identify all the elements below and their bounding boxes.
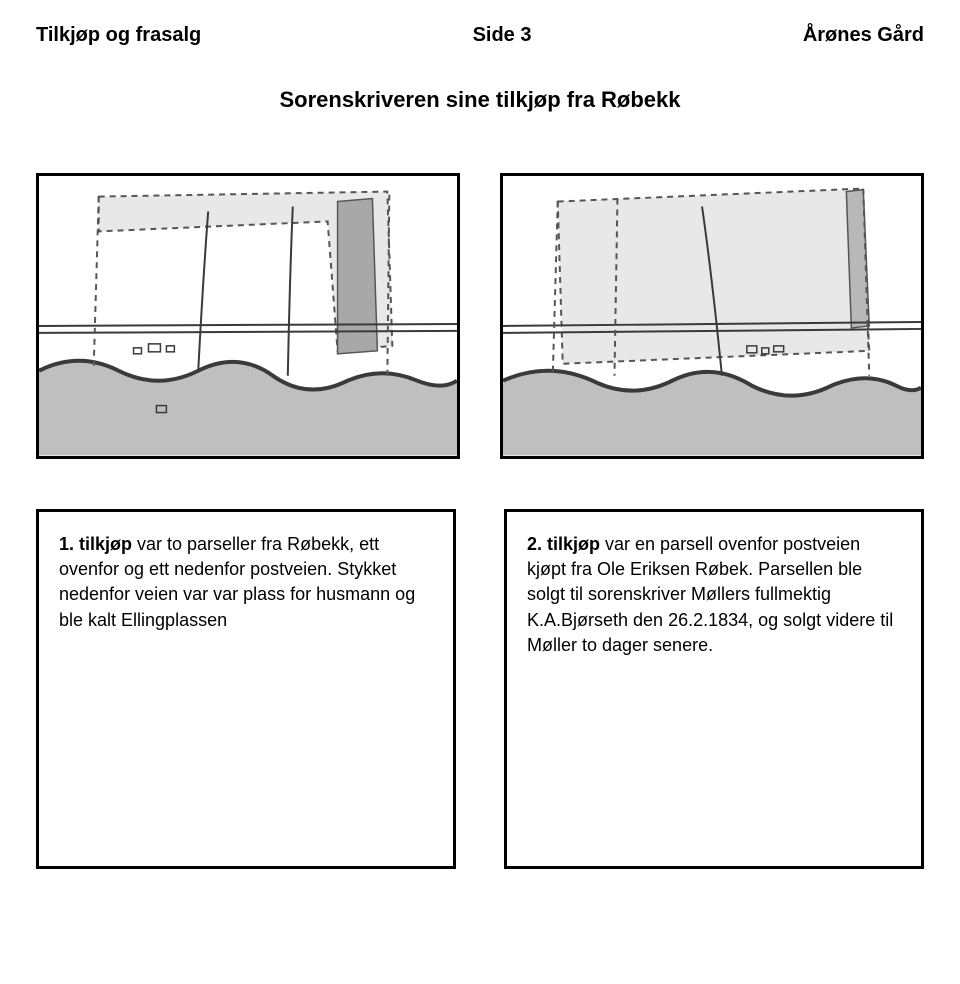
map-figure-2 xyxy=(500,173,924,459)
map-svg-2 xyxy=(503,176,921,456)
header-center: Side 3 xyxy=(473,24,532,47)
header-right: Årønes Gård xyxy=(803,24,924,47)
figure-row xyxy=(36,173,924,459)
caption-box-2: 2. tilkjøp var en parsell ovenfor postve… xyxy=(504,509,924,869)
caption-box-1: 1. tilkjøp var to parseller fra Røbekk, … xyxy=(36,509,456,869)
map-svg-1 xyxy=(39,176,457,456)
caption-2-lead: 2. tilkjøp xyxy=(527,534,600,554)
map-figure-1 xyxy=(36,173,460,459)
page: Tilkjøp og frasalg Side 3 Årønes Gård So… xyxy=(0,0,960,893)
page-subtitle: Sorenskriveren sine tilkjøp fra Røbekk xyxy=(36,87,924,113)
header-left: Tilkjøp og frasalg xyxy=(36,24,201,47)
page-header: Tilkjøp og frasalg Side 3 Årønes Gård xyxy=(36,24,924,47)
caption-row: 1. tilkjøp var to parseller fra Røbekk, … xyxy=(36,509,924,869)
caption-1-lead: 1. tilkjøp xyxy=(59,534,132,554)
